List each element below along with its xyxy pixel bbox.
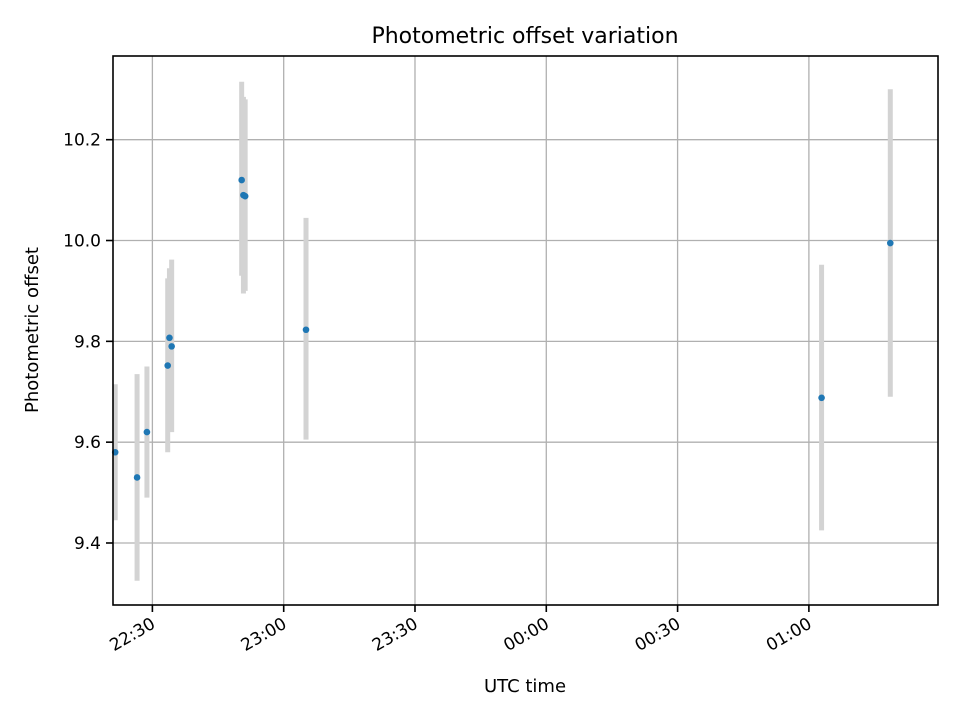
error-bar-layer: [112, 81, 893, 581]
x-tick-label: 00:00: [500, 614, 552, 656]
grid-layer: [113, 56, 938, 605]
data-point: [168, 343, 175, 350]
y-axis: 9.4 9.6 9.8 10.0 10.2: [63, 131, 113, 554]
y-tick-label: 9.6: [74, 433, 101, 453]
data-point: [238, 176, 245, 184]
x-tick-label: 01:00: [763, 614, 815, 656]
data-point: [241, 192, 249, 200]
y-axis-label: Photometric offset: [22, 247, 43, 413]
data-point: [166, 334, 173, 342]
x-tick-label: 23:30: [369, 614, 421, 656]
plot-frame: [112, 55, 939, 606]
point-layer: [111, 176, 894, 481]
data-point: [143, 428, 151, 436]
x-axis-label: UTC time: [484, 676, 566, 697]
data-point: [886, 239, 894, 247]
data-point: [818, 394, 825, 402]
x-tick-label: 00:30: [632, 614, 684, 656]
data-point: [133, 474, 141, 481]
y-tick-label: 9.4: [74, 534, 101, 554]
y-tick-label: 10.0: [63, 232, 101, 252]
y-tick-label: 9.8: [74, 332, 101, 352]
data-point: [302, 326, 310, 334]
y-tick-label: 10.2: [63, 131, 101, 151]
data-point: [164, 362, 172, 369]
x-tick-label: 22:30: [106, 614, 158, 656]
chart-title: Photometric offset variation: [371, 24, 678, 49]
x-tick-label: 23:00: [238, 614, 290, 656]
x-axis: 22:30 23:00 23:30 00:00 00:30 01:00: [106, 605, 815, 656]
